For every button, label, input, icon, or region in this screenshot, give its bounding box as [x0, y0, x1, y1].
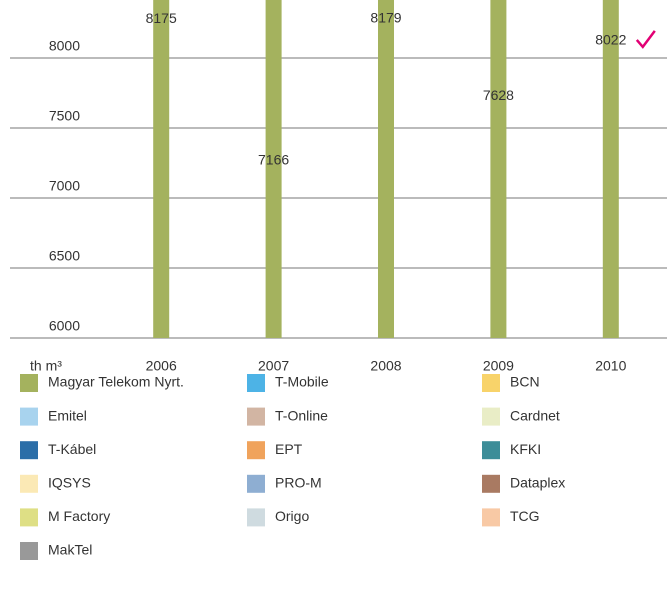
axis-label: th m³ — [30, 358, 62, 374]
bar-segment — [153, 0, 170, 338]
bar-segment — [602, 0, 619, 338]
legend-swatch — [482, 374, 500, 392]
bar-segment — [490, 0, 507, 338]
legend-swatch — [482, 407, 500, 426]
legend-label: EPT — [275, 441, 303, 457]
legend-swatch — [247, 407, 265, 426]
legend-swatch — [20, 441, 38, 460]
legend-swatch — [20, 508, 38, 527]
total-label: 8179 — [370, 10, 401, 26]
legend-label: T-Online — [275, 407, 328, 423]
x-tick-label: 2010 — [595, 358, 626, 374]
legend-swatch — [20, 542, 38, 560]
legend-label: KFKI — [510, 441, 541, 457]
y-tick-label: 7000 — [49, 178, 80, 194]
x-tick-label: 2007 — [258, 358, 289, 374]
legend-label: TCG — [510, 508, 540, 524]
legend-swatch — [247, 474, 265, 493]
total-label: 8022 — [595, 32, 626, 48]
x-tick-label: 2009 — [483, 358, 514, 374]
legend-swatch — [20, 474, 38, 493]
total-label: 8175 — [146, 10, 177, 26]
legend-label: M Factory — [48, 508, 110, 524]
legend-label: T-Kábel — [48, 441, 96, 457]
legend-label: BCN — [510, 374, 540, 390]
legend-label: IQSYS — [48, 475, 91, 491]
total-label: 7628 — [483, 87, 514, 103]
legend-label: T-Mobile — [275, 374, 329, 390]
y-tick-label: 8000 — [49, 38, 80, 54]
x-tick-label: 2006 — [146, 358, 177, 374]
legend-label: Origo — [275, 508, 309, 524]
legend-label: Cardnet — [510, 407, 560, 423]
bar-segment — [265, 0, 282, 338]
total-label: 7166 — [258, 151, 289, 167]
legend-swatch — [482, 508, 500, 527]
legend-swatch — [247, 441, 265, 460]
y-tick-label: 7500 — [49, 108, 80, 124]
y-tick-label: 6000 — [49, 318, 80, 334]
legend-swatch — [247, 374, 265, 392]
legend-label: Magyar Telekom Nyrt. — [48, 374, 184, 390]
checkmark — [635, 30, 656, 49]
legend-swatch — [247, 508, 265, 527]
bar-segment — [378, 0, 394, 339]
legend-label: Dataplex — [510, 475, 565, 491]
legend-swatch — [20, 407, 38, 426]
legend-swatch — [20, 374, 38, 392]
legend-label: PRO-M — [275, 475, 322, 491]
x-tick-label: 2008 — [370, 358, 401, 374]
legend-label: Emitel — [48, 407, 87, 423]
legend-label: MakTel — [48, 542, 92, 558]
legend-swatch — [482, 441, 500, 460]
y-tick-label: 6500 — [49, 248, 80, 264]
legend-swatch — [482, 474, 500, 493]
